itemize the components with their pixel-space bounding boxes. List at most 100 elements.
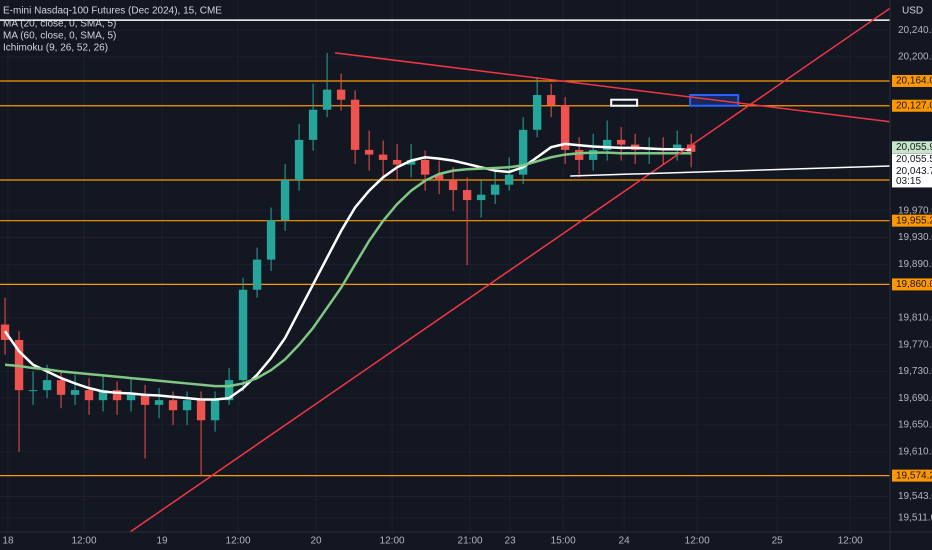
candle-body [504,174,514,185]
last-price: 20,043.75 [896,166,932,177]
chart-title: E-mini Nasdaq-100 Futures (Dec 2024), 15… [3,6,222,17]
y-tick-label: 19,543.00 [898,491,932,502]
candle-body [462,190,472,201]
x-tick-label: 21:00 [458,536,483,547]
candle-body [154,400,164,405]
candle-body [98,390,108,401]
x-tick-label: 25 [772,536,784,547]
candle-body [322,89,332,110]
legend-entry: MA (60, close, 0, SMA, 5) [3,31,116,42]
candle-body [616,139,626,145]
candle-body [434,174,444,181]
candle-body [252,259,262,290]
candle-body [420,159,430,175]
x-tick-label: 12:00 [71,536,96,547]
y-tick-label: 20,240.00 [898,25,932,36]
candle-body [672,144,682,150]
last-price-bg [892,165,932,188]
candle-body [546,95,556,106]
candle-body [406,159,416,165]
level-label-bg [892,214,932,227]
x-tick-label: 12:00 [838,536,863,547]
candle-body [70,390,80,395]
x-tick-label: 19 [156,536,168,547]
candle-body [238,289,248,381]
trendline [334,52,890,123]
candle-body [126,394,136,401]
price-label: 20,055.92 [896,142,932,153]
currency: USD [902,6,923,17]
x-tick-label: 23 [505,536,517,547]
candle-body [588,149,598,160]
y-tick-label: 19,970.00 [898,205,932,216]
y-tick-label: 19,930.00 [898,232,932,243]
ma-line [4,142,692,401]
candle-body [28,390,38,392]
candle-body [490,184,500,195]
y-tick-label: 19,610.00 [898,446,932,457]
price-label: 20,055.54 [896,154,932,165]
candle-body [308,109,318,140]
price-axis: 20,240.00 20,200.00 19,970.00 19,930.00 19,8… [892,25,932,524]
candle-body [336,89,346,100]
candle-body [350,99,360,150]
candle-body [112,390,122,401]
candle-body [448,180,458,191]
y-tick-label: 20,200.00 [898,52,932,63]
candle-body [224,380,234,401]
candle-body [210,400,220,421]
level-label-bg [892,278,932,291]
candle-body [168,400,178,411]
y-tick-label: 19,890.00 [898,259,932,270]
x-tick-label: 12:00 [380,536,405,547]
candle-body [378,154,388,160]
candle-body [532,95,542,130]
y-tick-label: 19,770.00 [898,339,932,350]
x-tick-label: 15:00 [551,536,576,547]
level-label-bg [892,74,932,87]
x-tick-label: 12:00 [685,536,710,547]
candle-body [574,149,584,160]
level-label-bg [892,99,932,112]
trendline [129,7,890,532]
candle-body [294,139,304,181]
level-label: 20,127.00 [896,100,932,111]
candle-body [476,194,486,201]
level-label: 19,574.25 [896,470,932,481]
level-label-bg [892,469,932,482]
candle-body [560,105,570,150]
y-tick-label: 19,690.00 [898,393,932,404]
level-label: 19,955.25 [896,215,932,226]
trendline [570,165,890,177]
candle-body [602,139,612,150]
box [610,98,639,107]
level-label: 20,164.00 [896,76,932,87]
y-tick-label: 19,810.00 [898,313,932,324]
price-label-bg [892,153,932,166]
price-label-bg [892,141,932,154]
candle-body [392,159,402,165]
candle-body [84,390,94,401]
y-tick-label: 19,511.00 [898,513,932,524]
candle-body [182,400,192,411]
x-tick-label: 20 [310,536,322,547]
candle-body [140,394,150,405]
candle-body [518,129,528,175]
ma-line [4,151,692,388]
plot-area [0,0,890,532]
candle-body [56,380,66,395]
candle-body [364,149,374,155]
legend-entry: MA (20, close, 0, SMA, 5) [3,19,116,30]
candle-body [196,400,206,421]
candle-body [686,144,696,152]
countdown: 03:15 [896,176,921,187]
level-label: 19,860.00 [896,279,932,290]
y-tick-label: 19,730.00 [898,366,932,377]
x-tick-label: 24 [619,536,631,547]
x-tick-label: 18 [2,536,14,547]
candle-body [266,220,276,260]
x-tick-label: 12:00 [226,536,251,547]
legend-entry: Ichimoku (9, 26, 52, 26) [3,43,108,54]
